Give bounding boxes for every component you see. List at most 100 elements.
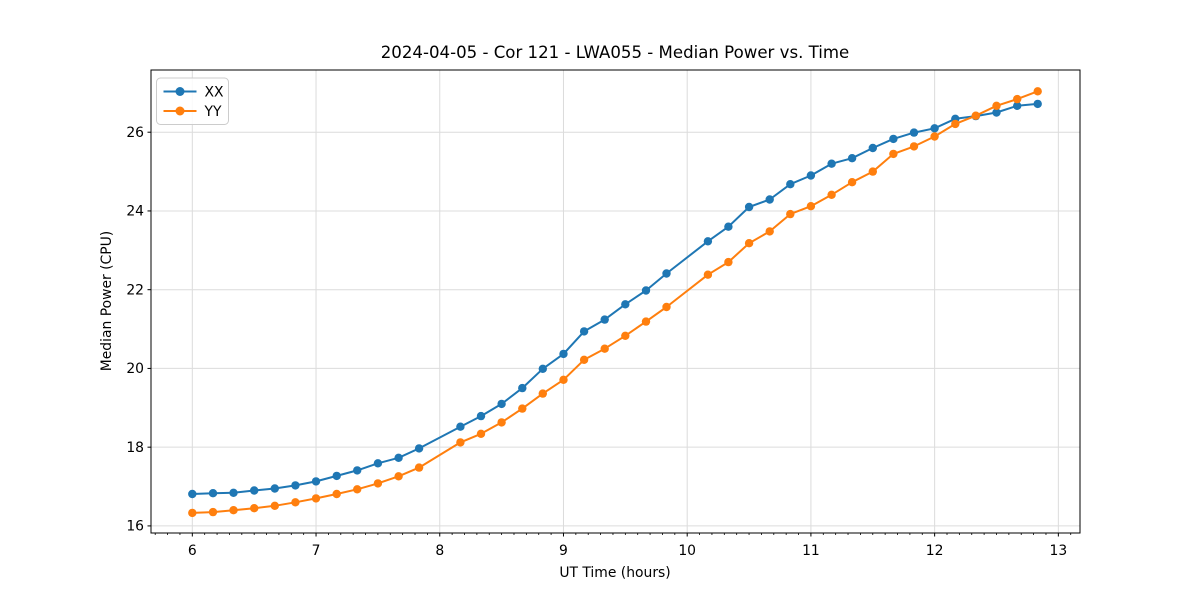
data-point-YY: [827, 190, 836, 199]
y-tick-label: 16: [126, 519, 144, 535]
y-axis-label: Median Power (CPU): [99, 231, 115, 371]
data-point-YY: [847, 178, 857, 187]
data-point-XX: [373, 459, 383, 468]
data-point-YY: [1013, 94, 1022, 104]
data-point-YY: [703, 270, 713, 279]
data-point-YY: [476, 429, 486, 438]
data-point-XX: [889, 134, 898, 144]
data-point-XX: [827, 159, 836, 168]
data-point-YY: [270, 501, 279, 510]
data-point-XX: [518, 383, 527, 393]
data-point-YY: [229, 506, 238, 515]
data-point-XX: [229, 488, 238, 497]
data-point-YY: [765, 227, 774, 236]
x-tick-label: 6: [188, 543, 197, 559]
data-point-YY: [600, 344, 609, 353]
data-point-YY: [497, 418, 506, 427]
data-point-YY: [868, 167, 877, 176]
legend-marker: [175, 106, 185, 116]
data-point-XX: [559, 349, 568, 359]
series-layer: [188, 87, 1042, 518]
grid-layer: [151, 70, 1080, 533]
data-point-XX: [332, 471, 341, 481]
data-point-XX: [847, 154, 857, 163]
data-point-YY: [456, 438, 465, 447]
data-point-YY: [250, 504, 259, 513]
data-point-YY: [724, 257, 733, 267]
x-tick-label: 8: [435, 543, 444, 559]
data-point-YY: [559, 375, 568, 384]
data-point-XX: [703, 237, 713, 246]
data-point-XX: [765, 195, 774, 204]
data-point-YY: [889, 149, 898, 159]
data-point-XX: [291, 481, 300, 490]
legend-label: YY: [204, 104, 222, 120]
data-point-YY: [806, 202, 816, 211]
y-tick-label: 26: [126, 125, 144, 141]
data-point-XX: [353, 466, 362, 475]
data-point-YY: [951, 119, 960, 129]
data-point-XX: [909, 128, 919, 137]
data-point-YY: [579, 355, 589, 364]
data-point-XX: [662, 269, 671, 278]
data-point-XX: [476, 411, 486, 421]
y-tick-label: 18: [126, 440, 144, 456]
data-point-YY: [992, 101, 1001, 111]
data-point-XX: [579, 327, 589, 336]
legend-box: [156, 77, 229, 125]
y-tick-label: 22: [126, 282, 144, 298]
x-tick-label: 13: [1050, 543, 1068, 559]
tick-layer: 6 7 8 9 10 11 12 13 16 18 20 22 24 26: [126, 125, 1072, 559]
data-point-YY: [332, 489, 341, 499]
data-point-YY: [518, 404, 527, 413]
legend-marker: [175, 87, 185, 96]
data-point-YY: [1033, 87, 1042, 96]
x-axis-label: UT Time (hours): [559, 565, 670, 581]
series-line-YY: [192, 90, 1039, 514]
data-point-XX: [188, 489, 197, 499]
data-point-XX: [868, 143, 877, 153]
data-point-XX: [311, 477, 321, 486]
data-point-YY: [373, 479, 383, 488]
data-point-XX: [497, 399, 506, 409]
data-point-YY: [909, 142, 919, 151]
data-point-XX: [270, 484, 279, 493]
x-tick-label: 7: [312, 543, 321, 559]
x-tick-label: 9: [559, 543, 568, 559]
data-point-XX: [724, 222, 733, 231]
data-point-YY: [353, 485, 362, 494]
legend: XX YY: [156, 77, 229, 125]
data-point-YY: [971, 111, 980, 120]
data-point-YY: [208, 507, 218, 517]
data-point-XX: [538, 364, 547, 373]
y-tick-label: 20: [126, 361, 144, 377]
x-tick-label: 12: [926, 543, 944, 559]
data-point-XX: [621, 300, 630, 309]
x-tick-label: 11: [802, 543, 820, 559]
data-point-YY: [744, 239, 754, 248]
legend-label: XX: [205, 84, 225, 100]
chart-title: 2024-04-05 - Cor 121 - LWA055 - Median P…: [381, 43, 850, 62]
data-point-XX: [744, 202, 754, 212]
data-point-XX: [414, 444, 424, 453]
frame-layer: [150, 69, 1081, 534]
data-point-YY: [786, 209, 795, 219]
data-point-XX: [600, 315, 609, 324]
data-point-XX: [992, 108, 1001, 117]
data-point-YY: [394, 472, 403, 481]
y-tick-label: 24: [126, 204, 144, 220]
data-point-XX: [394, 453, 403, 462]
data-point-XX: [786, 180, 795, 189]
plot-frame: [150, 69, 1081, 534]
data-point-XX: [641, 286, 651, 295]
data-point-YY: [291, 498, 300, 507]
data-point-YY: [930, 132, 939, 141]
data-point-YY: [621, 331, 630, 340]
data-point-XX: [456, 422, 465, 431]
data-point-XX: [250, 486, 259, 495]
data-point-XX: [1033, 99, 1042, 109]
data-point-YY: [662, 302, 671, 312]
x-tick-label: 10: [678, 543, 696, 559]
